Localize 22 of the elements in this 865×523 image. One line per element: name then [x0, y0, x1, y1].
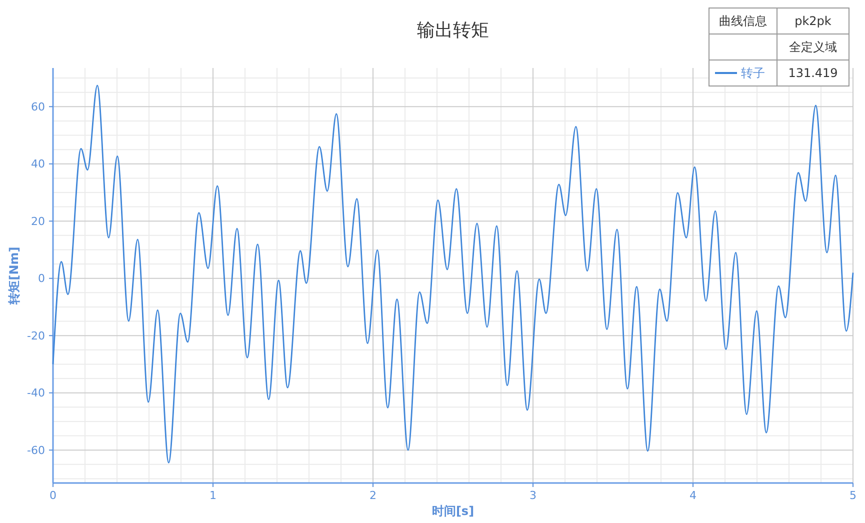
x-tick-label: 5: [850, 489, 856, 502]
legend-label: 转子: [741, 66, 765, 80]
text: pk2pk: [794, 14, 832, 28]
x-axis-title: 时间[s]: [432, 504, 474, 518]
x-tick-label: 0: [50, 489, 56, 502]
y-tick-label: 40: [31, 158, 45, 171]
x-tick-label: 1: [210, 489, 216, 502]
y-axis-title: 转矩[Nm]: [7, 246, 21, 306]
y-tick-label: 20: [31, 214, 45, 228]
chart-title: 输出转矩: [417, 20, 489, 41]
line-series: [52, 84, 854, 464]
y-tick-label: -20: [27, 329, 45, 342]
x-tick-label: 4: [690, 489, 696, 502]
text: 全定义域: [789, 40, 837, 54]
y-tick-label: 0: [38, 272, 45, 286]
y-tick-label: -40: [27, 386, 45, 400]
y-tick-label: -60: [27, 444, 45, 457]
x-tick-label: 3: [530, 489, 536, 502]
x-tick-label: 2: [370, 489, 376, 502]
legend-title: 曲线信息: [719, 14, 767, 28]
annotation: 131.419: [788, 66, 838, 80]
y-tick-label: 60: [31, 100, 45, 114]
